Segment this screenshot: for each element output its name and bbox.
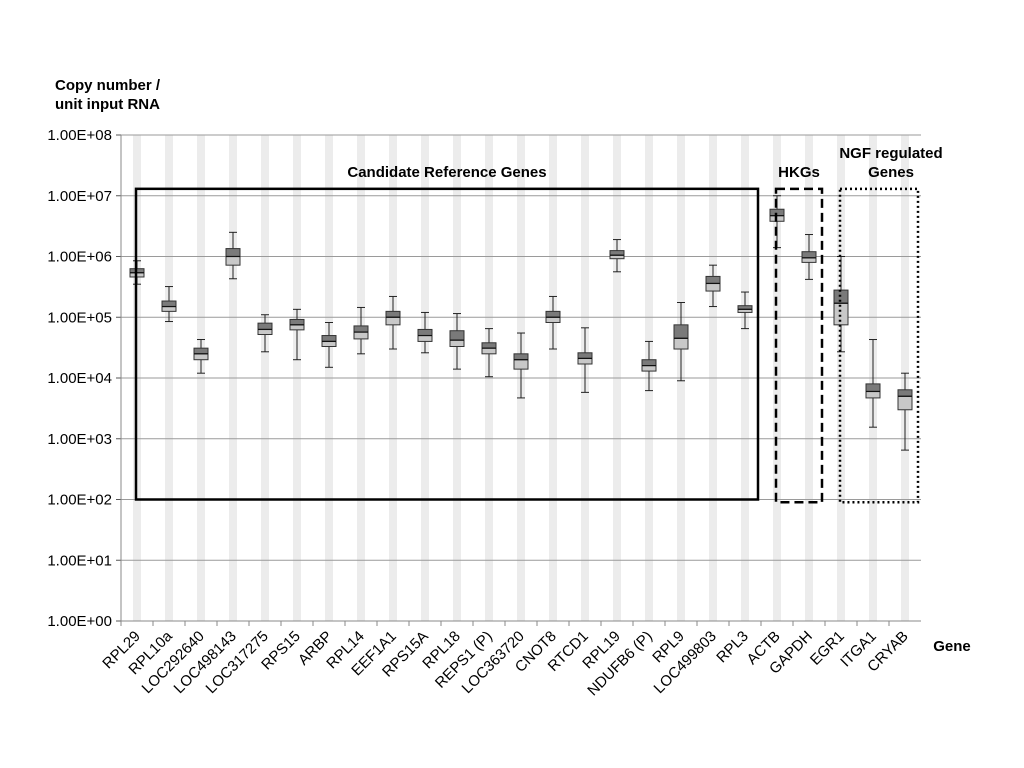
- box-rps15: [289, 308, 305, 361]
- box-upper-quartile: [641, 359, 657, 367]
- box-upper-quartile: [865, 383, 881, 392]
- box-lower-quartile: [225, 256, 241, 266]
- box-rpl18: [449, 313, 465, 370]
- box-upper-quartile: [353, 325, 369, 333]
- box-lower-quartile: [705, 282, 721, 292]
- box-lower-quartile: [801, 257, 817, 263]
- box-upper-quartile: [193, 347, 209, 355]
- box-lower-quartile: [513, 359, 529, 370]
- box-upper-quartile: [225, 248, 241, 258]
- group-frame-dashed: [774, 187, 824, 504]
- box-upper-quartile: [257, 322, 273, 330]
- box-upper-quartile: [705, 275, 721, 284]
- box-rpl9: [673, 301, 689, 382]
- box-upper-quartile: [609, 250, 625, 256]
- box-lower-quartile: [289, 324, 305, 331]
- box-rpl10a: [161, 286, 177, 323]
- box-upper-quartile: [545, 310, 561, 318]
- box-rpl19: [609, 239, 625, 273]
- y-tick-label: 1.00E+03: [47, 431, 112, 448]
- box-lower-quartile: [449, 339, 465, 348]
- box-rtcd1: [577, 327, 593, 393]
- box-upper-quartile: [161, 300, 177, 308]
- group-label: HKGs: [778, 164, 820, 181]
- box-rpl3: [737, 291, 753, 330]
- box-lower-quartile: [161, 306, 177, 312]
- box-upper-quartile: [385, 310, 401, 318]
- box-loc317275: [257, 314, 273, 353]
- box-upper-quartile: [801, 251, 817, 259]
- box-upper-quartile: [481, 342, 497, 349]
- group-label: Genes: [868, 164, 914, 181]
- box-upper-quartile: [449, 330, 465, 341]
- x-axis-title: Gene: [933, 638, 971, 655]
- y-tick-label: 1.00E+06: [47, 249, 112, 266]
- box-upper-quartile: [417, 328, 433, 337]
- box-upper-quartile: [513, 353, 529, 361]
- box-loc292640: [193, 339, 209, 374]
- y-axis-title-line: Copy number /: [54, 77, 160, 94]
- y-tick-label: 1.00E+07: [47, 188, 112, 205]
- box-loc363720: [513, 332, 529, 399]
- box-upper-quartile: [289, 318, 305, 326]
- y-axis-title: Copy number / unit input RNA: [40, 76, 175, 114]
- box-upper-quartile: [321, 335, 337, 342]
- box-upper-quartile: [673, 324, 689, 339]
- box-lower-quartile: [385, 316, 401, 326]
- box-lower-quartile: [417, 335, 433, 342]
- group-frame-solid: [134, 187, 760, 501]
- box-lower-quartile: [673, 337, 689, 350]
- box-lower-quartile: [865, 390, 881, 399]
- box-ndufb6-p-: [641, 340, 657, 392]
- y-tick-label: 1.00E+05: [47, 309, 112, 326]
- box-cryab: [897, 372, 913, 451]
- y-tick-label: 1.00E+08: [47, 127, 112, 144]
- x-tick-label: RPL3: [713, 628, 752, 667]
- box-lower-quartile: [481, 347, 497, 355]
- box-lower-quartile: [897, 395, 913, 411]
- box-rps15a: [417, 311, 433, 354]
- box-itga1: [865, 339, 881, 428]
- box-upper-quartile: [577, 352, 593, 359]
- y-tick-label: 1.00E+00: [47, 613, 112, 630]
- box-lower-quartile: [257, 328, 273, 336]
- box-rpl14: [353, 306, 369, 355]
- box-cnot8: [545, 295, 561, 350]
- group-label: Candidate Reference Genes: [347, 164, 546, 181]
- box-gapdh: [801, 234, 817, 280]
- box-lower-quartile: [577, 357, 593, 365]
- box-eef1a1: [385, 295, 401, 350]
- box-reps1-p-: [481, 328, 497, 378]
- box-upper-quartile: [897, 389, 913, 397]
- y-tick-label: 1.00E+02: [47, 492, 112, 509]
- box-lower-quartile: [321, 340, 337, 348]
- group-frame-dotted: [838, 187, 920, 504]
- box-lower-quartile: [193, 353, 209, 361]
- group-label: NGF regulated: [839, 145, 942, 162]
- box-lower-quartile: [641, 365, 657, 372]
- box-lower-quartile: [545, 316, 561, 323]
- box-loc499803: [705, 264, 721, 308]
- box-arbp: [321, 321, 337, 368]
- box-lower-quartile: [353, 331, 369, 340]
- box-loc498143: [225, 231, 241, 280]
- y-tick-label: 1.00E+04: [47, 370, 112, 387]
- y-tick-label: 1.00E+01: [47, 552, 112, 569]
- y-axis-title-line: unit input RNA: [55, 96, 160, 113]
